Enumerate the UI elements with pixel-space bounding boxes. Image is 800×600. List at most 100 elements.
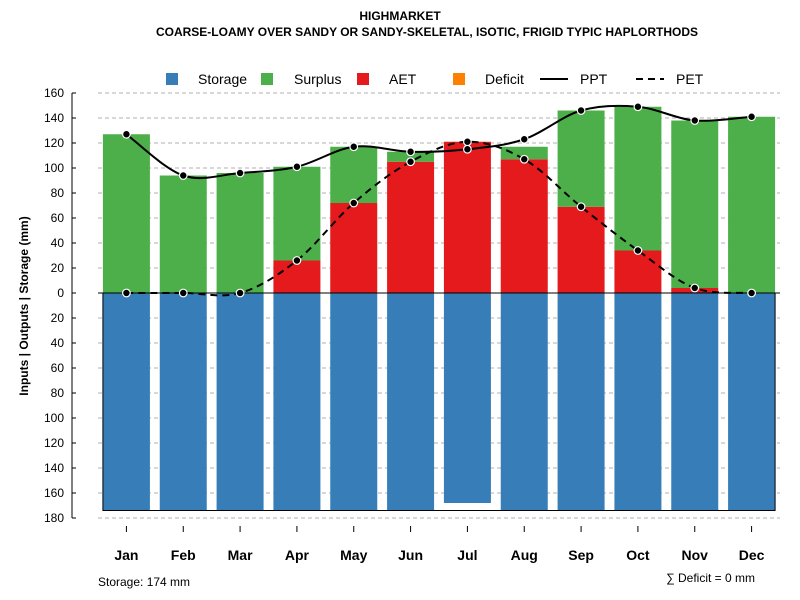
pet-point [463,137,472,147]
ppt-point [747,112,756,122]
pet-point [122,288,131,298]
ppt-point [349,142,359,152]
y-tick-label: 100 [44,411,64,425]
x-tick-label: Apr [285,547,310,563]
x-tick-label: May [340,547,367,563]
x-tick-label: Feb [171,547,196,563]
surplus-bar [728,116,776,293]
storage-note: Storage: 174 mm [98,575,190,589]
y-tick-label: 60 [51,361,65,375]
surplus-bar [557,110,605,207]
storage-bar [728,293,776,511]
ppt-point [178,171,188,180]
legend-swatch-surplus [261,73,273,85]
y-tick-label: 20 [51,311,65,325]
x-tick-label: Jul [457,547,477,563]
lines [122,102,756,298]
aet-bar [443,141,491,293]
pet-point [235,288,245,298]
ppt-point [463,144,472,154]
y-tick-label: 140 [44,111,64,125]
x-tick-label: Dec [739,547,765,563]
surplus-bar [102,134,150,293]
storage-bar [443,293,491,503]
x-tick-label: Jun [398,547,423,563]
aet-bar [500,159,548,293]
y-tick-label: 40 [51,236,65,250]
y-axis-label: Inputs | Outputs | Storage (mm) [17,216,31,395]
x-tick-label: Mar [228,547,253,563]
legend-label-aet: AET [389,71,417,87]
chart-title: HIGHMARKET [359,9,441,23]
legend-label-surplus: Surplus [294,71,341,87]
surplus-bar [330,146,378,203]
deficit-note: ∑ Deficit = 0 mm [666,571,755,585]
legend-label-ppt: PPT [580,71,608,87]
surplus-bar [500,146,548,160]
storage-bar [500,293,548,511]
legend-swatch-aet [357,73,369,85]
aet-bar [614,250,662,293]
surplus-bar [387,151,435,162]
pet-point [747,288,756,298]
x-tick-label: Oct [626,547,650,563]
pet-point [349,198,359,208]
y-tick-label: 160 [44,86,64,100]
ppt-point [519,134,529,144]
storage-bar [102,293,150,511]
storage-bar [387,293,435,511]
y-tick-label: 100 [44,161,64,175]
pet-point [576,202,586,212]
y-tick-label: 160 [44,486,64,500]
y-tick-label: 60 [51,211,65,225]
pet-point [519,154,529,164]
ppt-point [633,102,643,112]
aet-bar [387,161,435,293]
surplus-bar [671,120,719,288]
surplus-bar [273,166,321,261]
y-tick-label: 80 [51,186,65,200]
y-tick-label: 40 [51,336,65,350]
y-tick-label: 120 [44,436,64,450]
y-tick-label: 0 [57,286,64,300]
storage-bar [671,293,719,511]
y-tick-label: 20 [51,261,65,275]
bars [98,106,780,511]
x-tick-label: Aug [511,547,538,563]
ppt-point [576,106,586,115]
legend-swatch-storage [166,73,178,85]
storage-bar [216,293,264,511]
surplus-bar [159,175,207,293]
legend-label-pet: PET [676,71,704,87]
x-tick-label: Jan [114,547,138,563]
surplus-bar [614,106,662,251]
y-tick-label: 80 [51,386,65,400]
legend-swatch-deficit [453,73,465,85]
x-tick-label: Sep [568,547,594,563]
y-tick-label: 180 [44,511,64,525]
pet-point [178,288,188,298]
axes: 160 140 120 100 80 60 40 20 0 20 40 60 80 100 120 140 16… [44,86,765,563]
storage-bar [330,293,378,511]
chart-subtitle: COARSE-LOAMY OVER SANDY OR SANDY-SKELETA… [156,25,698,39]
pet-point [292,256,302,265]
storage-bar [557,293,605,511]
pet-point [690,283,700,293]
ppt-point [292,162,302,172]
ppt-point [235,168,245,178]
pet-point [633,246,643,255]
x-tick-label: Nov [682,547,709,563]
legend-label-deficit: Deficit [485,71,524,87]
y-tick-label: 140 [44,461,64,475]
legend-label-storage: Storage [198,71,247,87]
ppt-point [406,147,415,157]
y-tick-label: 120 [44,136,64,150]
aet-bar [557,206,605,293]
legend: Storage Surplus AET Deficit PPT PET [166,71,704,87]
storage-bar [614,293,662,511]
ppt-point [122,129,131,139]
surplus-bar [216,173,264,293]
storage-bar [273,293,321,511]
storage-bar [159,293,207,511]
